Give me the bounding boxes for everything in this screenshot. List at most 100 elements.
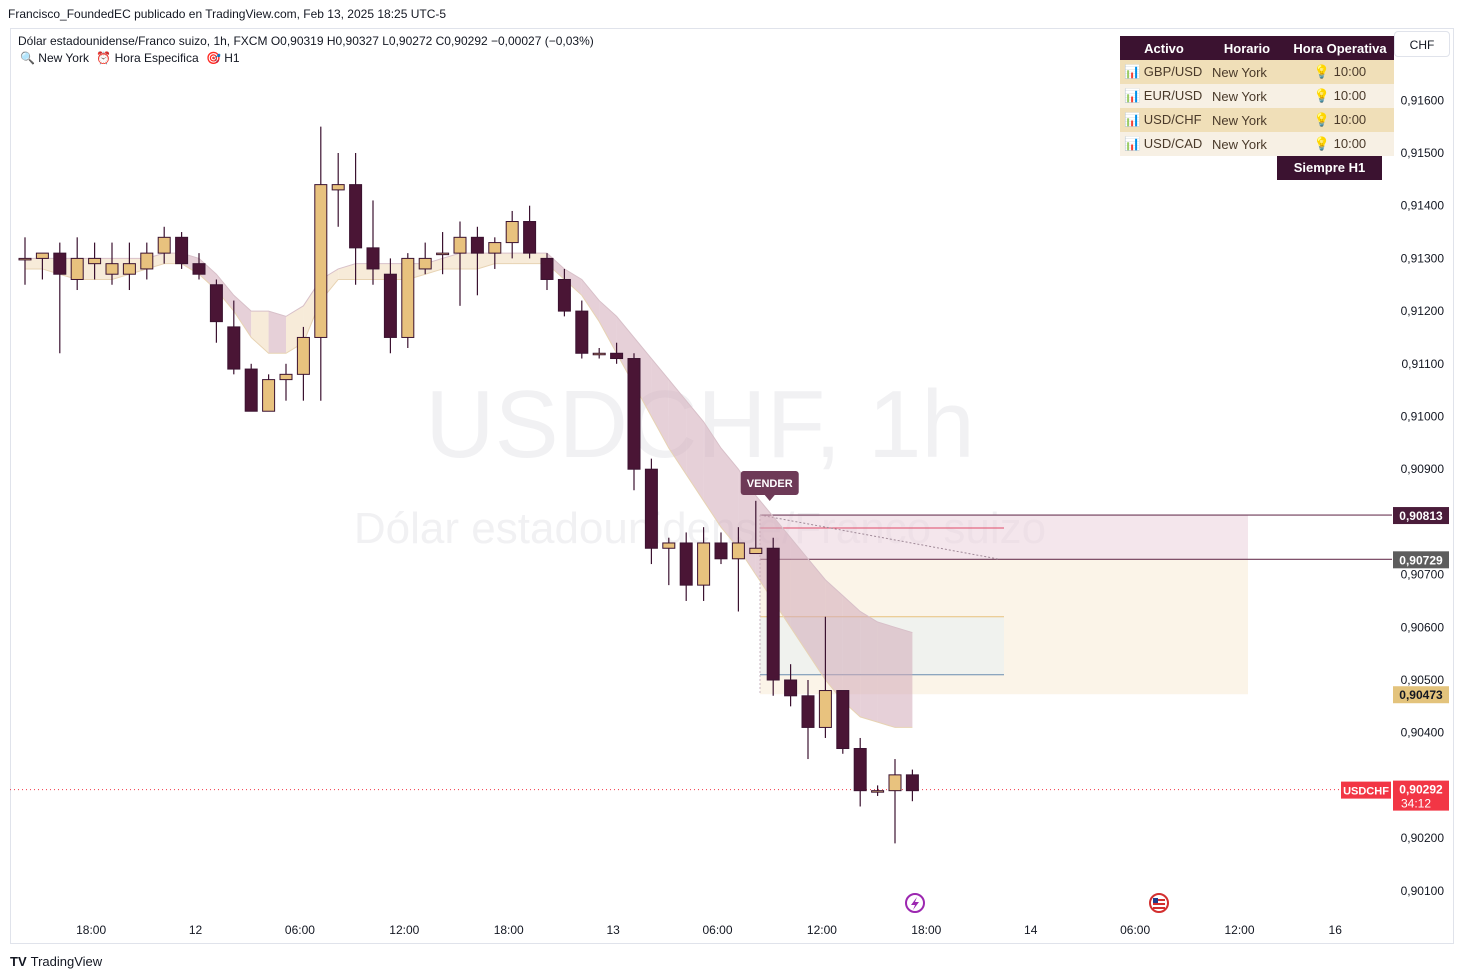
candle-body <box>905 774 919 792</box>
candle-body <box>557 278 571 312</box>
candle-body <box>453 236 467 254</box>
candle[interactable] <box>540 253 554 291</box>
candle-body <box>314 184 328 338</box>
candle[interactable] <box>905 769 919 802</box>
candle[interactable] <box>296 326 310 401</box>
table-header-row: Activo Horario Hora Operativa <box>1120 36 1394 60</box>
table-row: 📊 USD/CAD New York 💡 10:00 <box>1120 132 1394 156</box>
candle[interactable] <box>853 737 867 807</box>
candle-body <box>296 336 310 375</box>
candle[interactable] <box>470 226 484 296</box>
candle[interactable] <box>644 458 658 565</box>
candle-body <box>784 679 798 697</box>
candle[interactable] <box>731 527 745 612</box>
candle[interactable] <box>314 126 328 401</box>
x-tick-label: 12:00 <box>807 923 837 937</box>
sell-signal-label[interactable]: VENDER <box>740 471 799 501</box>
candle[interactable] <box>888 759 902 844</box>
ema-band-segment <box>842 595 861 717</box>
candle[interactable] <box>88 242 102 280</box>
indicator-new-york[interactable]: 🔍 New York <box>20 51 89 65</box>
table-row: 📊 USD/CHF New York 💡 10:00 <box>1120 108 1394 132</box>
currency-button[interactable]: CHF <box>1394 31 1450 57</box>
candle[interactable] <box>366 200 380 285</box>
ema-band-segment <box>494 253 513 264</box>
candle[interactable] <box>122 242 136 291</box>
candle-body <box>749 547 763 555</box>
candle[interactable] <box>766 537 780 696</box>
indicator-legend[interactable]: 🔍 New York ⏰ Hora Especifica 🎯 H1 <box>20 51 244 65</box>
candle[interactable] <box>105 242 119 285</box>
candle[interactable] <box>697 527 711 601</box>
ema-band-segment <box>338 263 356 280</box>
candle[interactable] <box>18 237 32 285</box>
candle[interactable] <box>349 153 363 285</box>
table-cell-time: 💡 10:00 <box>1286 84 1394 108</box>
candle[interactable] <box>818 616 832 738</box>
candle[interactable] <box>523 205 537 259</box>
table-row: 📊 GBP/USD New York 💡 10:00 <box>1120 60 1394 84</box>
lightning-event-icon[interactable] <box>905 893 925 913</box>
candle[interactable] <box>383 258 397 354</box>
tradingview-logo[interactable]: TV TradingView <box>10 954 102 969</box>
candle-body <box>627 358 641 470</box>
candle[interactable] <box>192 253 206 280</box>
ema-band-segment <box>581 279 600 322</box>
candle-body <box>35 252 49 259</box>
us-flag-event-icon[interactable] <box>1149 893 1169 913</box>
candle[interactable] <box>836 690 850 754</box>
candle[interactable] <box>714 532 728 565</box>
symbol-legend[interactable]: Dólar estadounidense/Franco suizo, 1h, F… <box>18 34 594 48</box>
price-tag-text: 0,90292 <box>1399 783 1443 797</box>
candle[interactable] <box>627 353 641 491</box>
candle[interactable] <box>279 363 293 401</box>
candle[interactable] <box>662 537 676 586</box>
candle[interactable] <box>53 242 67 354</box>
candle[interactable] <box>35 252 49 280</box>
candle[interactable] <box>418 242 432 275</box>
indicator-hora-especifica[interactable]: ⏰ Hora Especifica <box>96 51 199 65</box>
candle[interactable] <box>262 374 276 412</box>
candle[interactable] <box>488 237 502 269</box>
candle[interactable] <box>331 153 345 227</box>
candle[interactable] <box>592 347 606 359</box>
sell-label-pointer <box>764 495 775 501</box>
candle[interactable] <box>801 680 815 760</box>
candle[interactable] <box>557 268 571 317</box>
candle-body <box>401 257 415 338</box>
candle-body <box>418 257 432 270</box>
y-tick-label: 0,90700 <box>1401 568 1445 582</box>
ema-band-segment <box>251 311 269 354</box>
candle[interactable] <box>209 279 223 343</box>
price-tag-bg <box>1393 507 1449 525</box>
candle-body <box>227 326 241 370</box>
candle-body <box>888 774 902 792</box>
candle[interactable] <box>679 532 693 601</box>
candle[interactable] <box>140 242 154 280</box>
candle[interactable] <box>610 342 624 364</box>
y-tick-label: 0,90600 <box>1401 620 1445 634</box>
candle[interactable] <box>784 664 798 707</box>
candle[interactable] <box>575 300 589 359</box>
indicator-h1[interactable]: 🎯 H1 <box>205 51 240 65</box>
candle[interactable] <box>749 500 763 555</box>
candle[interactable] <box>505 210 519 259</box>
candle[interactable] <box>157 226 171 264</box>
candle[interactable] <box>453 221 467 306</box>
ema-fast-line <box>25 252 913 634</box>
candle[interactable] <box>244 363 258 412</box>
ema-band-segment <box>25 258 43 269</box>
candle-body <box>766 547 780 681</box>
candle[interactable] <box>70 237 84 291</box>
candle-body <box>871 790 885 793</box>
candle[interactable] <box>175 232 189 269</box>
candle[interactable] <box>401 253 415 348</box>
candle[interactable] <box>227 300 241 375</box>
candle-body <box>470 236 484 254</box>
table-cell-session: New York <box>1208 108 1286 132</box>
ema-band-segment <box>651 358 669 449</box>
candle[interactable] <box>436 232 450 275</box>
ema-band-segment <box>808 558 826 680</box>
candle[interactable] <box>871 785 885 796</box>
